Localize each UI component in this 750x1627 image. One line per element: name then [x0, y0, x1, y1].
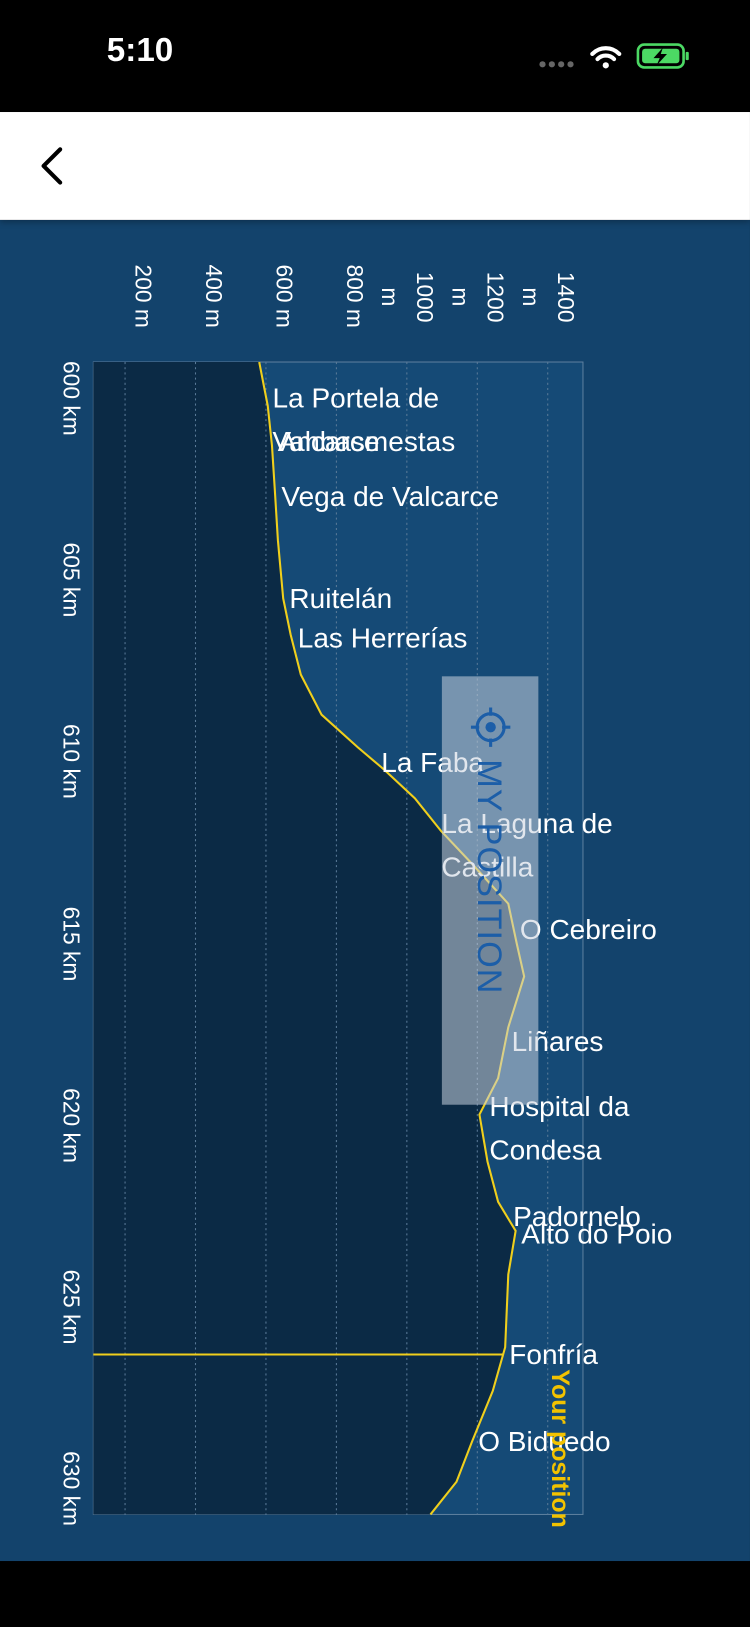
- x-tick-label: 630 km: [58, 1451, 85, 1527]
- place-label: Padornelo: [513, 1200, 641, 1232]
- x-tick-label: 615 km: [58, 906, 85, 982]
- y-tick-label: 1000 m: [376, 271, 438, 323]
- place-label: Ambasmestas: [277, 426, 456, 458]
- place-label: Alto do Poio: [521, 1218, 673, 1251]
- place-label: La Portela de Valcarce: [272, 382, 440, 458]
- place-label: O Biduedo: [478, 1426, 611, 1458]
- place-label: Las Herrerías: [297, 622, 468, 654]
- place-label: Hospital da Condesa: [489, 1091, 630, 1167]
- area: [93, 362, 525, 1515]
- place-label: Ruitelán: [289, 582, 393, 614]
- x-tick-label: 625 km: [58, 1269, 85, 1345]
- position-label: Your position: [545, 1369, 574, 1528]
- clock: 5:10: [106, 31, 174, 69]
- y-tick-label: 600 m: [271, 264, 298, 329]
- place-label: O Cebreiro: [519, 913, 657, 945]
- place-label: Vega de Valcarce: [281, 480, 499, 513]
- home-bar-area: [0, 1561, 750, 1627]
- x-tick-label: 610 km: [58, 724, 85, 800]
- crosshair-icon: [470, 707, 511, 747]
- y-tick-label: 1400 m: [517, 271, 579, 323]
- back-button[interactable]: [37, 145, 68, 186]
- status-bar: 5:10: [0, 0, 750, 113]
- my-position-button[interactable]: MY POSITION: [441, 676, 539, 1105]
- nav-bar: [0, 112, 750, 220]
- place-label: Fonfría: [509, 1338, 599, 1371]
- y-tick-label: 1200 m: [447, 271, 509, 323]
- y-tick-label: 800 m: [341, 264, 368, 329]
- button-label: MY POSITION: [470, 759, 510, 995]
- y-tick-label: 400 m: [200, 264, 227, 329]
- status-icons: [539, 43, 689, 69]
- x-tick-label: 600 km: [58, 360, 85, 436]
- x-tick-label: 605 km: [58, 542, 85, 618]
- y-tick-label: 200 m: [130, 264, 157, 329]
- place-label: Liñares: [511, 1026, 604, 1058]
- x-tick-label: 620 km: [58, 1088, 85, 1163]
